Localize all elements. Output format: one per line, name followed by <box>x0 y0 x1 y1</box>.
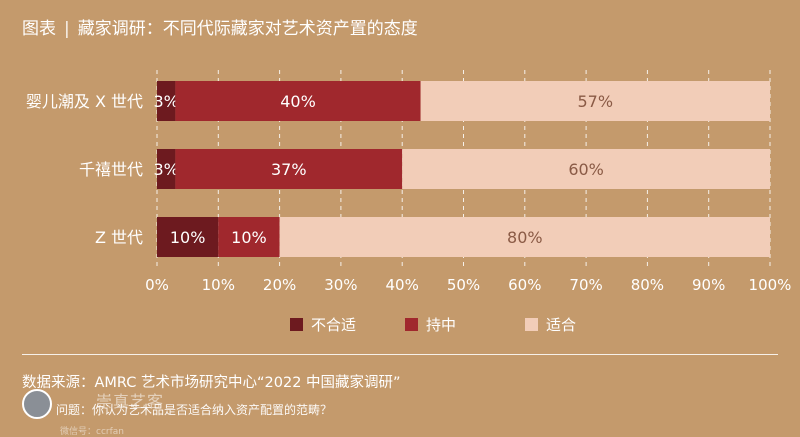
source-text: 数据来源：AMRC 艺术市场研究中心“2022 中国藏家调研” <box>22 375 401 391</box>
data-label: 37% <box>271 160 307 179</box>
bar-segment <box>279 217 770 257</box>
stacked-bar-chart: 0% 10% 20% 30% 40% 50% 60% 70% 80% 90% 100% 婴儿潮及 X … <box>26 70 792 334</box>
x-tick-label: 0% <box>145 276 169 294</box>
data-label: 10% <box>231 228 267 247</box>
title-label: 图表 <box>22 19 56 39</box>
x-tick-label: 100% <box>749 276 792 294</box>
bar-segment <box>157 149 176 189</box>
category-label: Z 世代 <box>95 228 143 247</box>
bar-segment <box>175 81 421 121</box>
x-tick-label: 50% <box>447 276 480 294</box>
bar-segment <box>402 149 770 189</box>
data-label: 3% <box>153 92 178 111</box>
x-tick-label: 20% <box>263 276 296 294</box>
legend-swatch <box>290 318 303 331</box>
x-tick-label: 30% <box>324 276 357 294</box>
x-tick-label: 80% <box>631 276 664 294</box>
title-separator: | <box>64 19 70 39</box>
bar-segment <box>175 149 403 189</box>
legend-label: 适合 <box>546 316 576 334</box>
data-label: 10% <box>170 228 206 247</box>
data-label: 3% <box>153 160 178 179</box>
watermark-text: 崇真艺客 <box>96 392 165 411</box>
bar-segment <box>218 217 280 257</box>
legend-label: 不合适 <box>311 316 356 334</box>
bar-segment <box>157 81 176 121</box>
x-tick-label: 40% <box>386 276 419 294</box>
category-label: 婴儿潮及 X 世代 <box>26 92 143 111</box>
x-tick-label: 60% <box>508 276 541 294</box>
watermark-subtext: 微信号：ccrfan <box>60 427 124 437</box>
legend-swatch <box>525 318 538 331</box>
data-label: 80% <box>507 228 543 247</box>
watermark-logo-icon <box>22 389 52 419</box>
x-tick-label: 10% <box>202 276 235 294</box>
category-label: 千禧世代 <box>79 160 143 179</box>
bar-segment <box>157 217 219 257</box>
title-text: 藏家调研：不同代际藏家对艺术资产置的态度 <box>77 19 418 39</box>
question-note: 问题：你认为艺术品是否适合纳入资产配置的范畴？ <box>56 403 333 417</box>
divider-line <box>22 354 778 355</box>
chart-title: 图表 | 藏家调研：不同代际藏家对艺术资产置的态度 <box>22 14 418 39</box>
data-label: 60% <box>568 160 604 179</box>
data-label: 57% <box>578 92 614 111</box>
x-tick-label: 90% <box>692 276 725 294</box>
bar-segment <box>420 81 770 121</box>
data-label: 40% <box>280 92 316 111</box>
x-tick-label: 70% <box>569 276 602 294</box>
legend-swatch <box>405 318 418 331</box>
legend-label: 持中 <box>426 316 456 334</box>
